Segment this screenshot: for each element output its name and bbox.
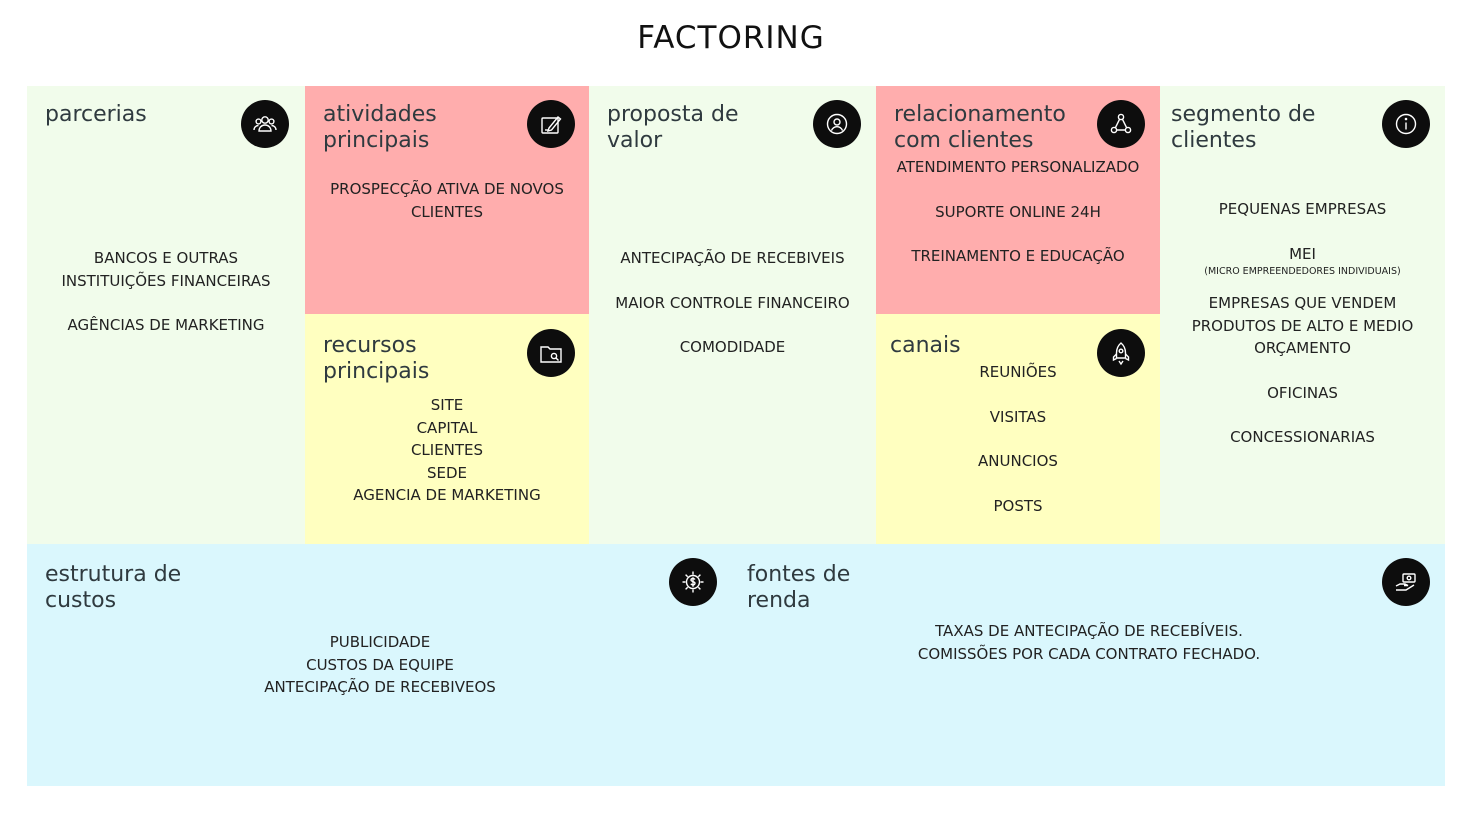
block-items: TAXAS DE ANTECIPAÇÃO DE RECEBÍVEIS. COMI… (733, 620, 1445, 665)
block-title: segmento de clientes (1171, 102, 1316, 153)
list-item: OFICINAS (1267, 383, 1338, 402)
list-item: ORÇAMENTO (1254, 339, 1351, 357)
block-custos: estrutura de custos PUBLICIDADE CUSTOS D… (27, 544, 733, 786)
block-canais: canais REUNIÕES VISITAS ANUNCIOS POSTS (876, 314, 1160, 544)
list-item: CLIENTES (410, 202, 484, 221)
people-group-icon (241, 100, 289, 148)
list-item: EMPRESAS QUE VENDEM (1208, 294, 1397, 312)
list-item: MAIOR CONTROLE FINANCEIRO (615, 293, 850, 312)
list-item: AGENCIA DE MARKETING (353, 486, 541, 504)
block-items: PUBLICIDADE CUSTOS DA EQUIPE ANTECIPAÇÃO… (27, 631, 733, 699)
rocket-icon (1097, 329, 1145, 377)
block-parcerias: parcerias BANCOS E OUTRAS INSTITUIÇÕES F… (27, 86, 305, 544)
list-item: INSTITUIÇÕES FINANCEIRAS (61, 271, 271, 290)
block-proposta: proposta de valor ANTECIPAÇÃO DE RECEBIV… (589, 86, 876, 544)
list-item: ANTECIPAÇÃO DE RECEBIVEIS (620, 249, 845, 267)
block-title: proposta de valor (607, 102, 739, 153)
list-item: SUPORTE ONLINE 24H (935, 202, 1101, 221)
folder-search-icon (527, 329, 575, 377)
block-recursos: recursos principais SITE CAPITAL CLIENTE… (305, 314, 589, 544)
list-item: CAPITAL (416, 418, 478, 437)
block-relacionamento: relacionamento com clientes ATENDIMENTO … (876, 86, 1160, 314)
list-item: ANTECIPAÇÃO DE RECEBIVEOS (264, 678, 496, 696)
list-item: TAXAS DE ANTECIPAÇÃO DE RECEBÍVEIS. (935, 622, 1243, 640)
list-item: ATENDIMENTO PERSONALIZADO (896, 158, 1140, 176)
block-items: ANTECIPAÇÃO DE RECEBIVEIS MAIOR CONTROLE… (589, 247, 876, 359)
list-item: CUSTOS DA EQUIPE (306, 655, 454, 674)
block-items: SITE CAPITAL CLIENTES SEDE AGENCIA DE MA… (305, 394, 589, 507)
list-item: PRODUTOS DE ALTO E MEDIO (1191, 316, 1414, 335)
network-nodes-icon (1097, 100, 1145, 148)
hand-money-icon (1382, 558, 1430, 606)
block-segmento: segmento de clientes PEQUENAS EMPRESAS M… (1160, 86, 1445, 544)
list-item: PROSPECÇÃO ATIVA DE NOVOS (330, 180, 564, 198)
list-item: COMODIDADE (679, 338, 786, 356)
list-item: COMISSÕES POR CADA CONTRATO FECHADO. (917, 644, 1261, 663)
page-title: FACTORING (637, 20, 825, 56)
block-items: PEQUENAS EMPRESAS MEI (MICRO EMPREENDEDO… (1160, 198, 1445, 449)
block-title: relacionamento com clientes (894, 102, 1066, 153)
block-items: REUNIÕES VISITAS ANUNCIOS POSTS (876, 361, 1160, 517)
block-title: canais (890, 333, 961, 358)
block-title: recursos principais (323, 333, 430, 384)
list-item: BANCOS E OUTRAS (93, 249, 239, 267)
list-item: POSTS (993, 496, 1043, 515)
list-item: ANUNCIOS (978, 452, 1058, 470)
block-atividades: atividades principais PROSPECÇÃO ATIVA D… (305, 86, 589, 314)
list-item: SITE (430, 396, 464, 414)
block-renda: fontes de renda TAXAS DE ANTECIPAÇÃO DE … (733, 544, 1445, 786)
info-icon (1382, 100, 1430, 148)
target-user-icon (813, 100, 861, 148)
block-items: PROSPECÇÃO ATIVA DE NOVOS CLIENTES (305, 178, 589, 223)
block-items: ATENDIMENTO PERSONALIZADO SUPORTE ONLINE… (876, 156, 1160, 268)
list-item: SEDE (426, 463, 468, 482)
list-item: PEQUENAS EMPRESAS (1218, 200, 1387, 218)
block-title: estrutura de custos (45, 562, 182, 613)
list-item: VISITAS (989, 407, 1047, 426)
block-title: parcerias (45, 102, 147, 127)
list-item: TREINAMENTO E EDUCAÇÃO (911, 247, 1125, 265)
list-item: REUNIÕES (979, 363, 1057, 381)
block-items: BANCOS E OUTRAS INSTITUIÇÕES FINANCEIRAS… (27, 247, 305, 337)
list-item-note: (MICRO EMPREENDEDORES INDIVIDUAIS) (1204, 266, 1401, 277)
edit-pen-icon (527, 100, 575, 148)
list-item: PUBLICIDADE (329, 633, 431, 651)
block-title: atividades principais (323, 102, 437, 153)
list-item: MEI (1289, 244, 1316, 263)
list-item: AGÊNCIAS DE MARKETING (67, 316, 265, 334)
block-title: fontes de renda (747, 562, 851, 613)
dollar-gear-icon (669, 558, 717, 606)
list-item: CONCESSIONARIAS (1230, 428, 1375, 446)
list-item: CLIENTES (410, 441, 484, 459)
